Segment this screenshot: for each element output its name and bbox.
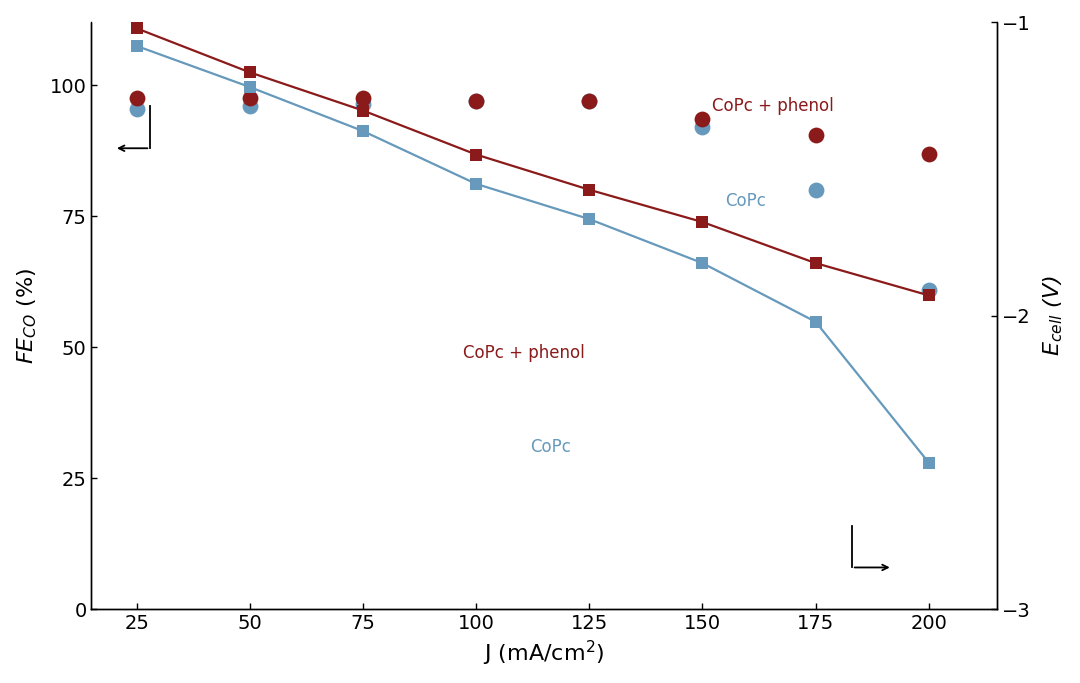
Point xyxy=(241,101,258,112)
Point xyxy=(354,93,372,104)
Point xyxy=(807,257,824,268)
Point xyxy=(129,93,146,104)
Point xyxy=(807,316,824,327)
Text: CoPc + phenol: CoPc + phenol xyxy=(712,98,834,115)
X-axis label: J (mA/cm$^2$): J (mA/cm$^2$) xyxy=(484,639,605,668)
Point xyxy=(241,93,258,104)
Point xyxy=(920,148,937,159)
Point xyxy=(807,184,824,195)
Point xyxy=(468,178,485,189)
Point xyxy=(468,96,485,107)
Point xyxy=(693,217,711,227)
Point xyxy=(920,284,937,295)
Y-axis label: $FE_{CO}$ (%): $FE_{CO}$ (%) xyxy=(15,268,39,364)
Y-axis label: $E_{cell}$ (V): $E_{cell}$ (V) xyxy=(1041,275,1065,357)
Point xyxy=(354,98,372,109)
Point xyxy=(468,149,485,160)
Point xyxy=(129,104,146,115)
Point xyxy=(693,122,711,133)
Point xyxy=(920,290,937,301)
Point xyxy=(354,126,372,137)
Point xyxy=(581,184,598,195)
Point xyxy=(581,96,598,107)
Text: CoPc: CoPc xyxy=(530,438,571,456)
Text: CoPc + phenol: CoPc + phenol xyxy=(462,344,584,361)
Point xyxy=(807,130,824,141)
Point xyxy=(693,257,711,268)
Point xyxy=(468,96,485,107)
Point xyxy=(354,105,372,116)
Point xyxy=(241,81,258,92)
Point xyxy=(581,96,598,107)
Point xyxy=(241,67,258,78)
Point xyxy=(129,40,146,51)
Point xyxy=(920,457,937,468)
Point xyxy=(693,114,711,125)
Point xyxy=(129,23,146,34)
Point xyxy=(581,214,598,225)
Text: CoPc: CoPc xyxy=(725,192,766,210)
